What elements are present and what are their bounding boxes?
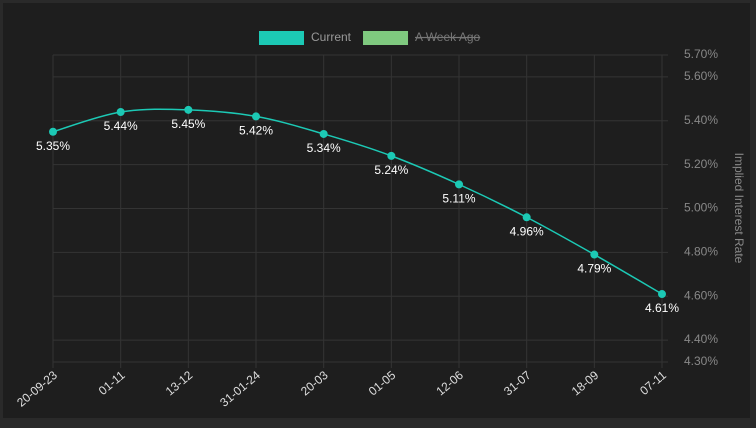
panel (3, 3, 750, 418)
point (455, 180, 463, 189)
point (252, 112, 260, 121)
data-label: 4.61% (645, 301, 679, 315)
legend-swatch[interactable] (363, 31, 409, 45)
data-label: 5.45% (171, 117, 205, 131)
data-label: 5.11% (442, 192, 475, 206)
data-label: 4.79% (577, 262, 611, 276)
y-tick-label: 5.60% (684, 69, 718, 83)
y-axis-title: Implied Interest Rate (732, 153, 746, 264)
y-tick-label: 5.40% (684, 113, 718, 127)
data-label: 5.34% (307, 141, 341, 155)
point (387, 151, 396, 160)
line (52, 108, 663, 295)
data-label: 5.35% (36, 139, 70, 153)
point (522, 213, 531, 222)
point (319, 129, 328, 138)
legend-swatch[interactable] (259, 31, 304, 45)
data-label: 5.42% (239, 124, 273, 138)
legend-label[interactable]: A Week Ago (415, 30, 480, 44)
y-tick-label: 4.40% (684, 332, 718, 346)
y-tick-label: 4.80% (684, 245, 718, 259)
point (658, 290, 666, 299)
y-tick-label: 5.00% (684, 201, 718, 215)
legend-label[interactable]: Current (311, 30, 352, 44)
data-label: 5.24% (374, 163, 408, 177)
data-label: 5.44% (104, 119, 138, 133)
point (590, 250, 599, 259)
y-tick-label: 5.20% (684, 157, 718, 171)
point (49, 127, 57, 136)
y-tick-label: 4.30% (684, 354, 718, 368)
point (116, 108, 125, 117)
y-tick-label: 5.70% (684, 47, 718, 61)
point (184, 105, 193, 114)
y-tick-label: 4.60% (684, 288, 718, 302)
data-label: 4.96% (510, 224, 544, 238)
